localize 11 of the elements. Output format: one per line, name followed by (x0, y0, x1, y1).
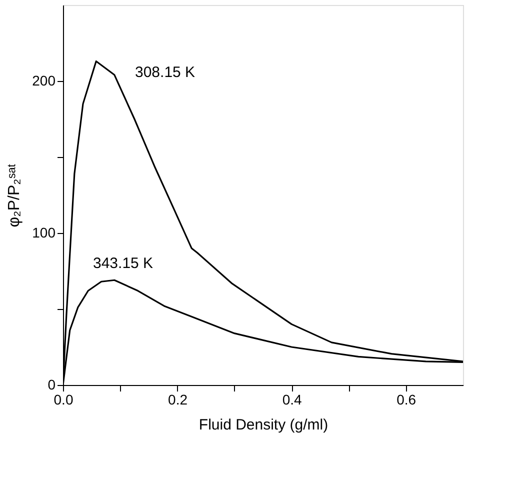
x-tick-label: 0.4 (282, 392, 302, 408)
x-tick-label: 0.2 (168, 392, 188, 408)
annotation: 308.15 K (135, 64, 196, 81)
x-tick-label: 0.0 (54, 392, 74, 408)
y-axis-title: φ₂P/P₂ˢᵃᵗ (6, 163, 24, 228)
x-tick-label: 0.6 (396, 392, 416, 408)
annotation: 343.15 K (93, 255, 154, 272)
y-tick-label: 0 (48, 376, 56, 392)
y-tick-label: 100 (32, 224, 56, 240)
x-axis-title: Fluid Density (g/ml) (198, 416, 328, 434)
y-tick-label: 200 (32, 72, 56, 88)
